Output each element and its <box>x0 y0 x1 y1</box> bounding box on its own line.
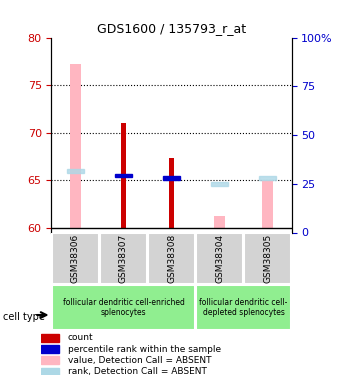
Text: follicular dendritic cell-
depleted splenocytes: follicular dendritic cell- depleted sple… <box>199 298 288 317</box>
Text: follicular dendritic cell-enriched
splenocytes: follicular dendritic cell-enriched splen… <box>62 298 185 317</box>
Bar <box>121 123 126 228</box>
Bar <box>115 174 132 177</box>
Text: count: count <box>68 333 93 342</box>
Text: cell type: cell type <box>3 312 45 322</box>
Bar <box>41 334 59 342</box>
FancyBboxPatch shape <box>197 285 291 330</box>
Bar <box>163 176 180 180</box>
Bar <box>214 216 225 228</box>
Bar <box>67 169 84 172</box>
Text: GSM38305: GSM38305 <box>263 234 272 284</box>
Bar <box>259 176 276 180</box>
FancyBboxPatch shape <box>245 233 291 285</box>
FancyBboxPatch shape <box>52 233 98 285</box>
Bar <box>169 158 174 228</box>
Bar <box>41 357 59 364</box>
Text: rank, Detection Call = ABSENT: rank, Detection Call = ABSENT <box>68 367 206 375</box>
Text: percentile rank within the sample: percentile rank within the sample <box>68 345 221 354</box>
FancyBboxPatch shape <box>100 233 146 285</box>
FancyBboxPatch shape <box>52 285 194 330</box>
FancyBboxPatch shape <box>197 233 243 285</box>
Text: GSM38307: GSM38307 <box>119 234 128 284</box>
Text: value, Detection Call = ABSENT: value, Detection Call = ABSENT <box>68 356 211 365</box>
Bar <box>41 345 59 353</box>
Text: GSM38304: GSM38304 <box>215 234 224 284</box>
Bar <box>262 180 273 228</box>
Text: GSM38306: GSM38306 <box>71 234 80 284</box>
Bar <box>70 64 81 228</box>
Bar <box>211 182 228 186</box>
FancyBboxPatch shape <box>149 233 194 285</box>
Text: GSM38308: GSM38308 <box>167 234 176 284</box>
Bar <box>41 368 59 375</box>
Title: GDS1600 / 135793_r_at: GDS1600 / 135793_r_at <box>97 22 246 35</box>
